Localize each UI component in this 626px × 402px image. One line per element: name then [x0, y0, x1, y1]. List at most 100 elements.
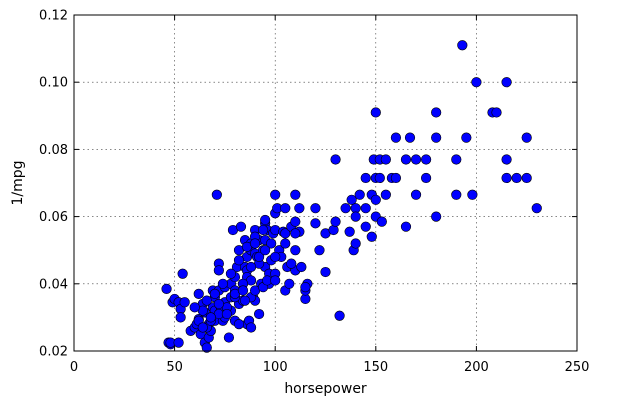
data-point	[431, 132, 442, 143]
x-tick-label: 50	[166, 360, 183, 375]
data-point	[290, 189, 301, 200]
data-point	[245, 261, 257, 273]
data-point	[260, 245, 271, 256]
data-point	[310, 203, 321, 214]
data-point	[320, 266, 331, 278]
data-point	[501, 77, 512, 88]
data-point	[177, 268, 188, 279]
data-point	[380, 154, 391, 165]
data-point	[314, 245, 325, 256]
data-point	[410, 189, 422, 200]
data-point	[491, 107, 502, 118]
data-point	[457, 40, 468, 51]
data-point	[221, 308, 233, 320]
data-point	[239, 295, 251, 306]
data-point	[346, 194, 357, 205]
data-point	[213, 298, 224, 310]
data-point	[280, 238, 291, 249]
data-point	[197, 322, 208, 333]
data-point	[237, 285, 249, 296]
x-tick-label: 200	[464, 360, 489, 375]
y-tick-labels: 0.02 0.04 0.06 0.08 0.10 0.12	[39, 9, 68, 360]
data-point	[193, 288, 204, 299]
data-point	[531, 203, 542, 214]
data-point	[404, 132, 416, 143]
data-point	[360, 203, 371, 214]
data-point	[233, 319, 245, 330]
data-point	[400, 221, 412, 232]
data-point	[471, 77, 482, 88]
data-point	[421, 172, 432, 184]
data-point	[376, 216, 387, 227]
data-point	[260, 214, 271, 226]
data-point	[354, 189, 365, 200]
data-point	[290, 228, 301, 239]
data-point	[521, 132, 532, 143]
y-tick-label: 0.04	[39, 277, 68, 292]
data-point	[286, 258, 297, 269]
y-tick-label: 0.12	[39, 9, 68, 24]
data-point	[461, 132, 472, 143]
data-point	[350, 211, 361, 222]
data-point	[501, 154, 512, 165]
data-point	[290, 216, 301, 227]
data-point	[270, 251, 281, 263]
data-point	[340, 203, 351, 214]
data-point	[223, 332, 235, 343]
y-tick-label: 0.06	[39, 210, 68, 225]
data-point	[233, 255, 245, 266]
data-point	[400, 154, 412, 165]
y-tick-label: 0.08	[39, 143, 68, 158]
data-point	[201, 342, 212, 353]
data-point	[330, 216, 341, 227]
data-point	[173, 337, 184, 348]
plot-frame	[73, 14, 578, 352]
data-point	[451, 189, 462, 200]
data-point	[290, 245, 301, 256]
data-point	[390, 172, 402, 184]
data-point	[245, 322, 257, 333]
data-point	[344, 226, 355, 237]
data-point	[161, 283, 172, 294]
data-point	[370, 107, 381, 118]
data-point	[330, 154, 341, 165]
data-point	[360, 172, 371, 184]
data-point	[270, 189, 281, 200]
data-point	[511, 172, 522, 184]
data-point	[266, 238, 277, 249]
data-point	[410, 154, 422, 165]
data-point	[390, 132, 402, 143]
data-point	[235, 221, 247, 232]
data-point	[258, 224, 269, 236]
data-point	[501, 172, 512, 184]
data-point	[209, 288, 220, 299]
data-point	[249, 238, 261, 249]
data-point	[370, 194, 381, 205]
data-point	[451, 154, 462, 165]
data-point	[254, 308, 265, 320]
x-tick-label: 150	[363, 360, 388, 375]
data-point	[280, 228, 291, 239]
x-tick-label: 100	[263, 360, 288, 375]
data-point	[521, 172, 532, 184]
data-point	[294, 203, 305, 214]
data-point	[217, 278, 228, 289]
data-point	[310, 218, 321, 229]
tick-marks	[73, 14, 578, 352]
data-points	[161, 40, 542, 353]
data-point	[366, 231, 377, 242]
data-point	[175, 312, 186, 323]
y-axis-label: 1/mpg	[10, 160, 26, 205]
data-point	[350, 238, 361, 249]
data-point	[374, 172, 385, 184]
data-point	[431, 211, 442, 222]
y-tick-label: 0.10	[39, 76, 68, 91]
data-point	[421, 154, 432, 165]
data-point	[225, 268, 237, 279]
x-tick-label: 0	[70, 360, 78, 375]
x-tick-labels: 0 50 100 150 200 250	[70, 360, 590, 375]
data-point	[179, 297, 190, 308]
data-point	[328, 224, 339, 236]
data-point	[334, 310, 345, 321]
